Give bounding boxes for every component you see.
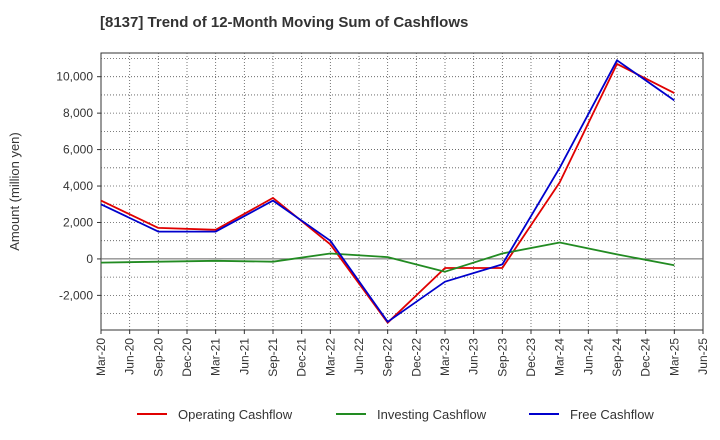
x-tick-label: Mar-21 xyxy=(209,338,223,376)
y-tick-label: 0 xyxy=(86,252,93,266)
series-line-operating-cashflow xyxy=(100,63,675,324)
x-tick-label: Sep-24 xyxy=(610,338,624,377)
series-layer xyxy=(100,59,675,324)
series-line-investing-cashflow xyxy=(100,241,675,273)
x-tick-label: Mar-20 xyxy=(94,338,108,376)
x-tick-label: Jun-23 xyxy=(467,338,481,375)
grid-layer xyxy=(100,52,704,331)
x-tick-label: Mar-25 xyxy=(667,338,681,376)
x-tick-label: Dec-23 xyxy=(524,338,538,377)
x-tick-label: Jun-22 xyxy=(352,338,366,375)
x-tick-label: Sep-20 xyxy=(151,338,165,377)
x-tick-label: Jun-25 xyxy=(696,338,710,375)
x-tick-label: Mar-22 xyxy=(323,338,337,376)
x-tick-label: Mar-24 xyxy=(553,338,567,376)
y-axis-title: Amount (million yen) xyxy=(7,132,22,251)
x-tick-label: Sep-21 xyxy=(266,338,280,377)
y-tick-label: 6,000 xyxy=(63,143,93,157)
x-tick-label: Jun-24 xyxy=(581,338,595,375)
y-tick-label: -2,000 xyxy=(59,288,93,302)
x-tick-label: Jun-21 xyxy=(237,338,251,375)
x-tick-label: Dec-20 xyxy=(180,338,194,377)
legend-label-operating-cashflow: Operating Cashflow xyxy=(178,407,293,422)
y-tick-label: 10,000 xyxy=(56,70,93,84)
series-line-free-cashflow xyxy=(100,59,675,323)
x-tick-label: Dec-21 xyxy=(295,338,309,377)
y-tick-label: 2,000 xyxy=(63,215,93,229)
y-tick-label: 8,000 xyxy=(63,106,93,120)
x-tick-label: Mar-23 xyxy=(438,338,452,376)
x-tick-label: Dec-24 xyxy=(639,338,653,377)
plot-frame xyxy=(100,52,704,331)
axis-layer: -2,000 0 2,000 4,000 6,000 8,000 10,000 Mar-20 J… xyxy=(7,70,710,377)
legend-label-free-cashflow: Free Cashflow xyxy=(570,407,654,422)
x-tick-label: Dec-22 xyxy=(409,338,423,377)
x-tick-label: Sep-22 xyxy=(381,338,395,377)
chart-legend: Operating Cashflow Investing Cashflow Free… xyxy=(137,407,654,422)
x-tick-label: Sep-23 xyxy=(495,338,509,377)
y-tick-label: 4,000 xyxy=(63,179,93,193)
legend-label-investing-cashflow: Investing Cashflow xyxy=(377,407,487,422)
x-tick-label: Jun-20 xyxy=(123,338,137,375)
chart-title: [8137] Trend of 12-Month Moving Sum of C… xyxy=(100,14,469,31)
